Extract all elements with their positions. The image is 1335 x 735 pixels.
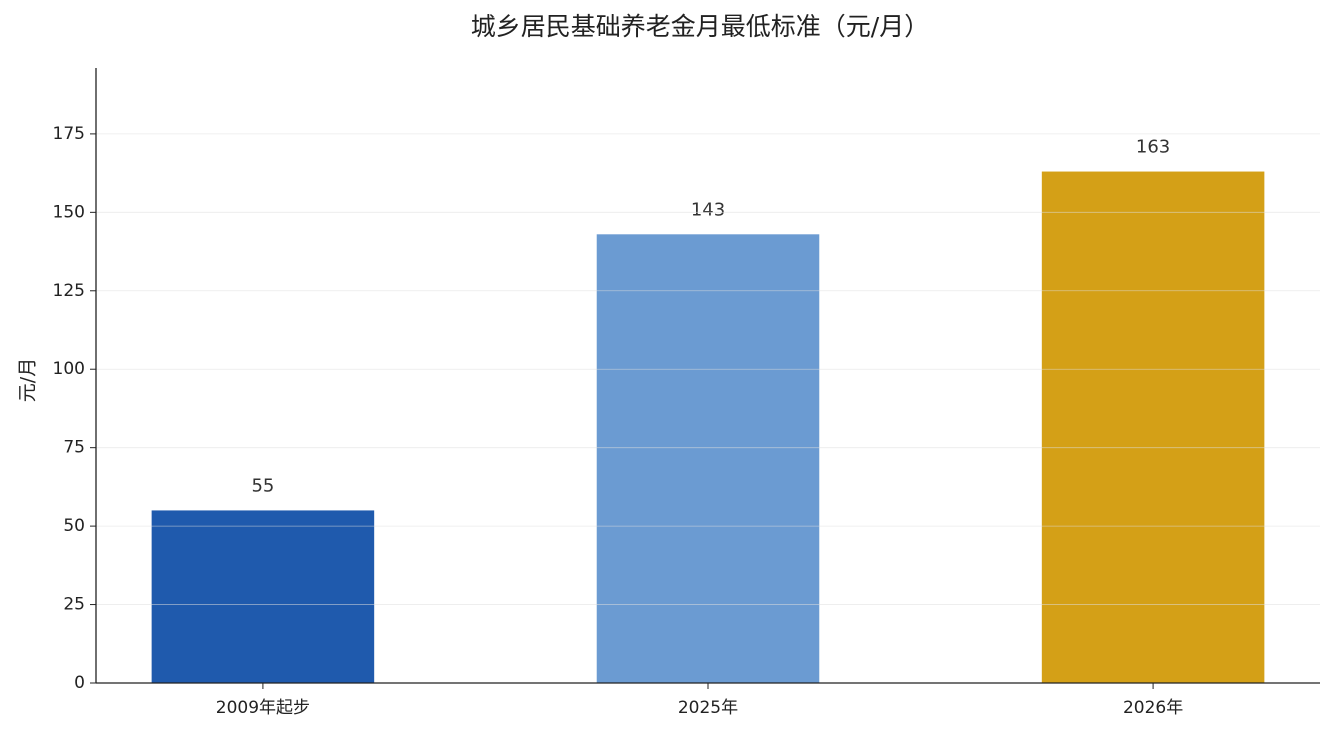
bar bbox=[151, 510, 375, 683]
chart-title: 城乡居民基础养老金月最低标准（元/月） bbox=[471, 12, 929, 41]
y-axis-label: 元/月 bbox=[17, 358, 39, 402]
y-tick-label: 150 bbox=[53, 202, 85, 222]
y-tick-label: 100 bbox=[53, 359, 85, 379]
y-tick-label: 175 bbox=[53, 124, 85, 144]
x-tick-label: 2025年 bbox=[678, 698, 738, 718]
value-label: 163 bbox=[1136, 137, 1170, 158]
x-tick-label: 2026年 bbox=[1123, 698, 1183, 718]
x-tick-label: 2009年起步 bbox=[216, 698, 310, 718]
bar bbox=[1041, 171, 1265, 684]
y-tick-label: 0 bbox=[74, 673, 85, 693]
y-tick-label: 125 bbox=[53, 281, 85, 301]
y-tick-label: 50 bbox=[63, 516, 85, 536]
value-label: 143 bbox=[691, 199, 725, 220]
y-tick-label: 25 bbox=[63, 595, 85, 615]
y-tick-label: 75 bbox=[63, 438, 85, 458]
value-label: 55 bbox=[251, 475, 274, 496]
bar bbox=[596, 234, 820, 683]
